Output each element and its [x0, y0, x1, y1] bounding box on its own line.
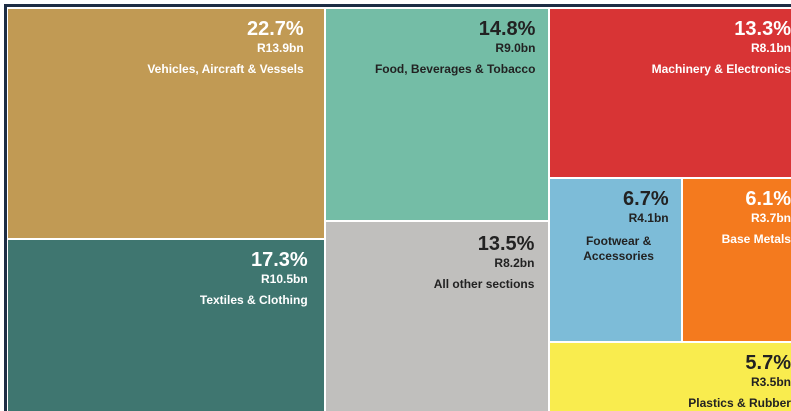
- treemap-cell: 13.3% R8.1bn Machinery & Electronics: [549, 8, 791, 179]
- amount-label: R3.5bn: [750, 375, 791, 390]
- category-label: Machinery & Electronics: [651, 62, 791, 76]
- category-label: Food, Beverages & Tobacco: [374, 62, 536, 76]
- percent-label: 5.7%: [745, 352, 791, 375]
- treemap-cell: 5.7% R3.5bn Plastics & Rubber: [549, 342, 791, 411]
- category-label: Textiles & Clothing: [199, 292, 308, 307]
- percent-label: 6.1%: [745, 188, 791, 211]
- cell-label: 17.3% R10.5bn Textiles & Clothing: [200, 248, 308, 308]
- frame: [4, 4, 791, 411]
- percent-label: 13.3%: [734, 18, 791, 40]
- percent-label: 14.8%: [478, 18, 536, 40]
- amount-label: R13.9bn: [256, 41, 304, 55]
- amount-label: R3.7bn: [750, 211, 791, 226]
- cell-label: 22.7% R13.9bn Vehicles, Aircraft & Vessels: [147, 17, 303, 77]
- cell-label: 5.7% R3.5bn Plastics & Rubber: [688, 351, 791, 411]
- cell-label: 13.5% R8.2bn All other sections: [434, 232, 535, 292]
- amount-label: R8.1bn: [750, 41, 791, 55]
- percent-label: 6.7%: [623, 188, 669, 211]
- treemap-cell: 6.1% R3.7bn Base Metals: [681, 178, 791, 343]
- cell-label: 13.3% R8.1bn Machinery & Electronics: [652, 17, 791, 77]
- percent-label: 17.3%: [250, 248, 308, 271]
- cell-label: 6.7% R4.1bn Footwear & Accessories: [569, 187, 669, 264]
- amount-label: R8.2bn: [494, 255, 535, 270]
- treemap-cell: 14.8% R9.0bn Food, Beverages & Tobacco: [324, 8, 550, 221]
- cell-label: 6.1% R3.7bn Base Metals: [722, 187, 791, 247]
- amount-label: R4.1bn: [628, 211, 669, 226]
- treemap-cell: 13.5% R8.2bn All other sections: [324, 220, 550, 411]
- percent-label: 13.5%: [477, 232, 535, 255]
- amount-label: R9.0bn: [495, 41, 536, 55]
- category-label: Plastics & Rubber: [688, 396, 791, 411]
- treemap-cell: 22.7% R13.9bn Vehicles, Aircraft & Vessels: [7, 8, 325, 239]
- category-label: Base Metals: [721, 232, 791, 247]
- treemap-cell: 6.7% R4.1bn Footwear & Accessories: [549, 178, 682, 343]
- amount-label: R10.5bn: [260, 271, 308, 286]
- cell-label: 14.8% R9.0bn Food, Beverages & Tobacco: [375, 17, 535, 77]
- category-label: Footwear & Accessories: [583, 234, 654, 264]
- treemap-cell: 17.3% R10.5bn Textiles & Clothing: [7, 238, 325, 411]
- percent-label: 22.7%: [246, 18, 304, 40]
- category-label: All other sections: [433, 276, 535, 291]
- category-label: Vehicles, Aircraft & Vessels: [147, 62, 304, 76]
